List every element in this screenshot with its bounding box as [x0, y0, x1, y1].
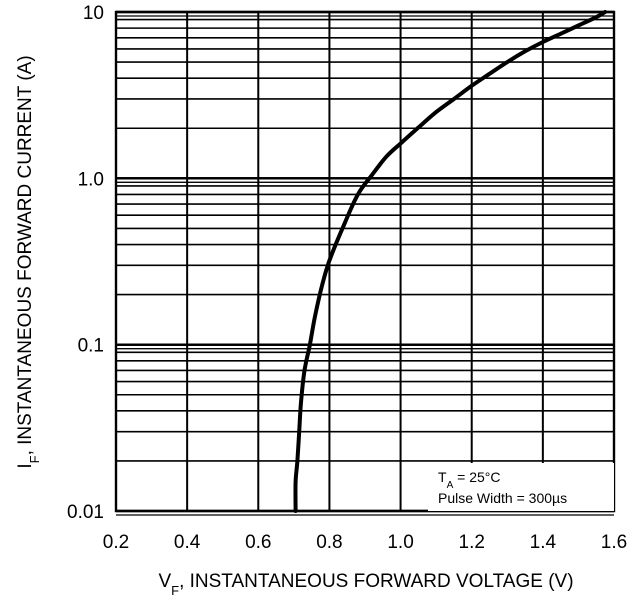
x-tick-label: 1.4 [530, 532, 557, 553]
y-tick-label: 10 [83, 3, 104, 24]
x-tick-label: 0.8 [316, 532, 342, 553]
y-tick-labels: 0.01 0.1 1.0 10 [67, 3, 104, 523]
annotation-background [428, 463, 614, 511]
series-layer [293, 10, 608, 513]
x-tick-label: 1.2 [459, 532, 485, 553]
forward-current-curve [293, 10, 608, 513]
x-axis-title: VF, INSTANTANEOUS FORWARD VOLTAGE (V) [158, 571, 573, 598]
y-tick-label: 0.1 [78, 336, 104, 357]
y-tick-label: 1.0 [78, 169, 104, 190]
annotation-box: TA = 25°C Pulse Width = 300µs [428, 463, 614, 511]
x-tick-label: 1.6 [601, 532, 627, 553]
x-tick-label: 0.6 [245, 532, 271, 553]
x-tick-label: 0.2 [103, 532, 129, 553]
x-tick-label: 0.4 [174, 532, 201, 553]
y-axis-title: IF, INSTANTANEOUS FORWARD CURRENT (A) [15, 55, 42, 468]
y-tick-label: 0.01 [67, 502, 104, 523]
chart-grid [114, 10, 616, 516]
annotation-temperature: TA = 25°C [438, 469, 500, 491]
plot-frame [114, 10, 616, 513]
annotation-pulse-width: Pulse Width = 300µs [438, 490, 567, 506]
x-tick-labels: 0.2 0.4 0.6 0.8 1.0 1.2 1.4 1.6 [103, 532, 627, 553]
x-tick-label: 1.0 [387, 532, 413, 553]
